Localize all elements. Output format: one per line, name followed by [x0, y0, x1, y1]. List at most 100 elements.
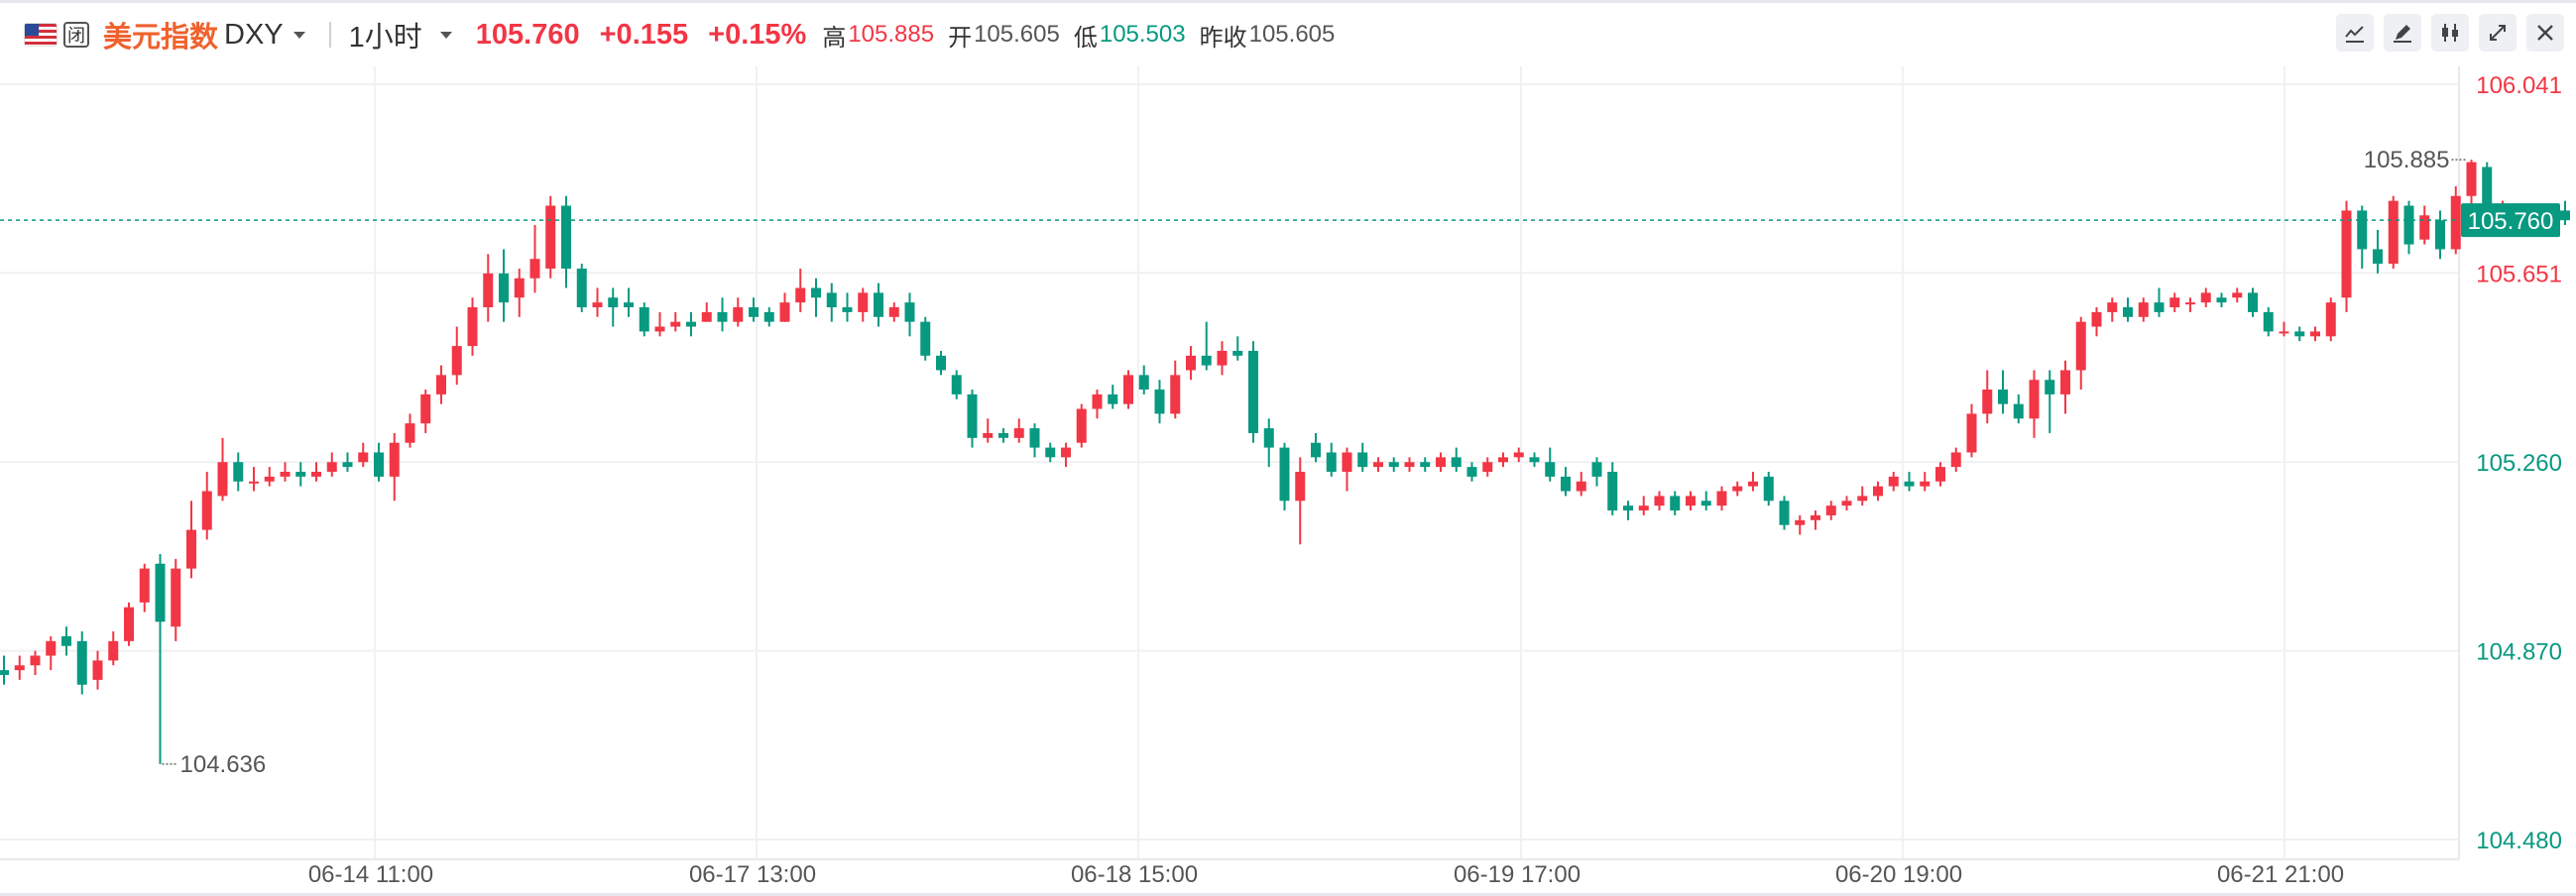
candle-body — [171, 568, 181, 627]
candle-body — [1638, 505, 1649, 511]
candle-body — [46, 640, 57, 656]
candle-body — [436, 375, 446, 394]
candle-body — [826, 292, 837, 308]
symbol-name[interactable]: 美元指数 — [103, 22, 219, 54]
candle-body — [1061, 447, 1071, 458]
candle-body — [842, 307, 853, 312]
candle-body — [467, 307, 478, 347]
candle-body — [186, 529, 196, 569]
candle-body — [2123, 307, 2133, 317]
candle-body — [654, 326, 665, 332]
candle-body — [1529, 457, 1540, 463]
close-icon[interactable] — [2526, 14, 2564, 52]
candle-body — [1326, 452, 1337, 473]
y-axis-tick-label: 104.870 — [2476, 639, 2562, 666]
symbol-code[interactable]: DXY — [224, 18, 284, 51]
interval-selector[interactable]: 1小时 — [348, 22, 422, 54]
candle-body — [2263, 311, 2274, 332]
candle-body — [1950, 452, 1961, 468]
draw-pen-icon[interactable] — [2384, 14, 2421, 52]
chart-toolbar — [2336, 14, 2564, 52]
line-chart-icon[interactable] — [2336, 14, 2374, 52]
candle-body — [1217, 350, 1228, 366]
low-annotation: 104.636 — [180, 751, 267, 778]
candle-body — [858, 292, 869, 312]
candle-body — [124, 607, 134, 641]
candle-body — [2279, 331, 2289, 334]
candlestick-icon[interactable] — [2431, 14, 2469, 52]
candle-body — [2045, 380, 2055, 394]
candle-body — [451, 346, 462, 376]
x-axis-tick-label: 06-17 13:00 — [689, 861, 816, 888]
x-axis-tick-label: 06-21 21:00 — [2217, 861, 2344, 888]
candle-body — [686, 321, 696, 327]
candle-body — [624, 302, 634, 308]
candle-body — [529, 259, 540, 279]
candle-body — [483, 273, 494, 308]
candle-body — [1170, 375, 1181, 414]
candle-body — [1373, 462, 1383, 468]
candle-body — [811, 287, 821, 298]
candle-body — [2341, 210, 2352, 298]
x-axis-tick-label: 06-20 19:00 — [1835, 861, 1962, 888]
high-label: 高 — [822, 24, 847, 52]
candlestick-chart[interactable]: 06-14 11:00 06-17 13:00 06-18 15:00 06-19 1… — [0, 66, 2576, 893]
candle-body — [2060, 370, 2070, 394]
candle-body — [1561, 476, 1571, 492]
candle-body — [2107, 302, 2118, 312]
candle-body — [670, 321, 681, 327]
divider — [328, 22, 331, 48]
candle-body — [888, 307, 899, 317]
candle-body — [1232, 350, 1243, 356]
candle-body — [2138, 302, 2149, 317]
candle-body — [1029, 428, 1040, 448]
candle-body — [1966, 413, 1977, 453]
us-flag-icon — [24, 23, 58, 47]
candle-body — [1576, 481, 1586, 492]
candle-body — [576, 268, 587, 308]
candle-body — [1623, 505, 1633, 511]
candle-body — [1466, 467, 1477, 477]
candle-body — [2232, 292, 2243, 298]
candle-body — [1404, 462, 1415, 468]
candle-body — [967, 393, 978, 438]
candle-body — [2169, 297, 2180, 308]
candle-body — [1545, 462, 1556, 477]
candle-body — [2200, 292, 2211, 303]
candle-body — [1420, 462, 1431, 468]
candle-body — [1138, 375, 1149, 391]
candle-body — [1888, 476, 1899, 487]
prev-close-value: 105.605 — [1248, 21, 1336, 48]
candle-body — [155, 563, 166, 622]
candle-body — [1591, 462, 1602, 477]
candle-body — [2248, 292, 2258, 312]
candle-body — [1654, 496, 1665, 506]
low-value: 105.503 — [1099, 21, 1186, 48]
candle-body — [2388, 200, 2399, 265]
open-label: 开 — [948, 24, 973, 52]
candle-body — [936, 355, 946, 371]
fullscreen-icon[interactable] — [2479, 14, 2517, 52]
bottom-border — [0, 893, 2576, 896]
candle-body — [374, 452, 384, 477]
candle-body — [1388, 462, 1399, 468]
candle-body — [608, 297, 619, 308]
candle-body — [420, 393, 431, 424]
candle-body — [280, 472, 291, 477]
interval-chevron-down-icon[interactable] — [439, 31, 452, 39]
candle-body — [1295, 472, 1306, 502]
candle-body — [639, 307, 649, 332]
candle-body — [14, 665, 25, 671]
candle-body — [2435, 220, 2445, 250]
high-value: 105.885 — [848, 21, 935, 48]
candle-body — [983, 432, 994, 438]
candle-body — [217, 462, 228, 497]
candle-body — [1811, 514, 1820, 520]
candle-body — [1998, 390, 2008, 404]
symbol-dropdown-chevron-down-icon[interactable] — [293, 31, 305, 39]
candle-body — [1342, 452, 1352, 473]
candle-body — [514, 278, 525, 298]
candle-body — [1857, 496, 1868, 502]
candle-body — [2185, 302, 2195, 305]
candle-body — [1920, 481, 1931, 487]
